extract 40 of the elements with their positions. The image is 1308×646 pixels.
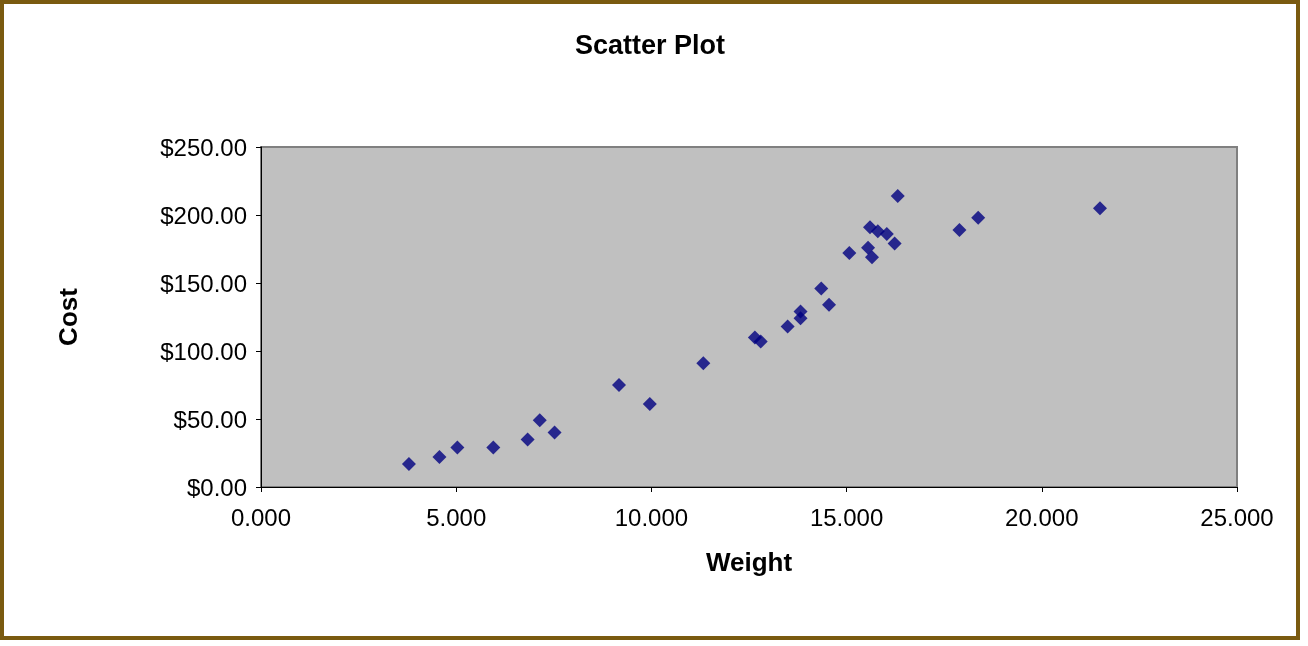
point <box>753 334 768 349</box>
point <box>814 281 829 296</box>
point <box>952 222 967 237</box>
x-tick-label: 25.000 <box>1200 503 1274 531</box>
y-axis-title: Cost <box>53 287 83 346</box>
x-axis-title: Weight <box>705 547 793 577</box>
point <box>432 450 447 465</box>
point <box>696 356 711 371</box>
x-tick-label: 15.000 <box>809 503 884 531</box>
point <box>547 425 562 440</box>
point <box>520 432 535 447</box>
point <box>793 311 808 326</box>
x-tick-label: 0.000 <box>230 503 292 531</box>
y-tick-label: $0.00 <box>186 473 247 501</box>
point <box>887 236 902 251</box>
point <box>822 297 837 312</box>
x-tick-label: 5.000 <box>426 503 487 531</box>
point <box>612 378 626 392</box>
point <box>780 319 795 334</box>
point <box>842 246 857 261</box>
y-tick-label: $100.00 <box>160 337 247 365</box>
point <box>486 440 501 455</box>
point <box>971 210 986 225</box>
point <box>450 440 465 455</box>
x-tick-label: 10.000 <box>614 503 689 531</box>
point <box>863 220 878 235</box>
point <box>879 227 894 242</box>
point <box>864 250 879 265</box>
point <box>861 240 876 255</box>
point <box>1092 201 1107 216</box>
point <box>401 456 416 471</box>
chart-title: Scatter Plot <box>574 29 726 60</box>
x-tick-label: 20.000 <box>1005 503 1079 531</box>
point <box>890 188 905 203</box>
point <box>532 413 547 428</box>
point <box>642 397 657 412</box>
y-tick-label: $150.00 <box>160 269 247 297</box>
y-tick-label: $50.00 <box>173 405 247 433</box>
y-tick-label: $200.00 <box>160 201 247 229</box>
y-tick-label: $250.00 <box>160 133 247 161</box>
